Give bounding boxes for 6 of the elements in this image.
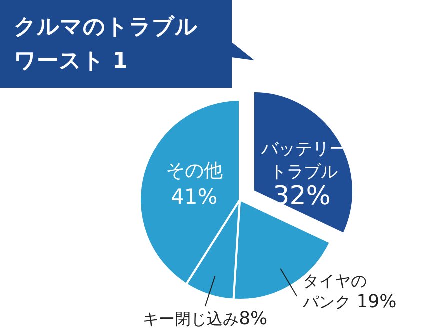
data-label: 8% [239,308,268,330]
chart-title: クルマのトラブルワースト 1 [14,15,198,74]
data-label: 32% [273,182,331,212]
data-label: 19% [351,291,397,312]
data-label: 41% [171,185,218,210]
slice-label: その他 [166,160,223,182]
